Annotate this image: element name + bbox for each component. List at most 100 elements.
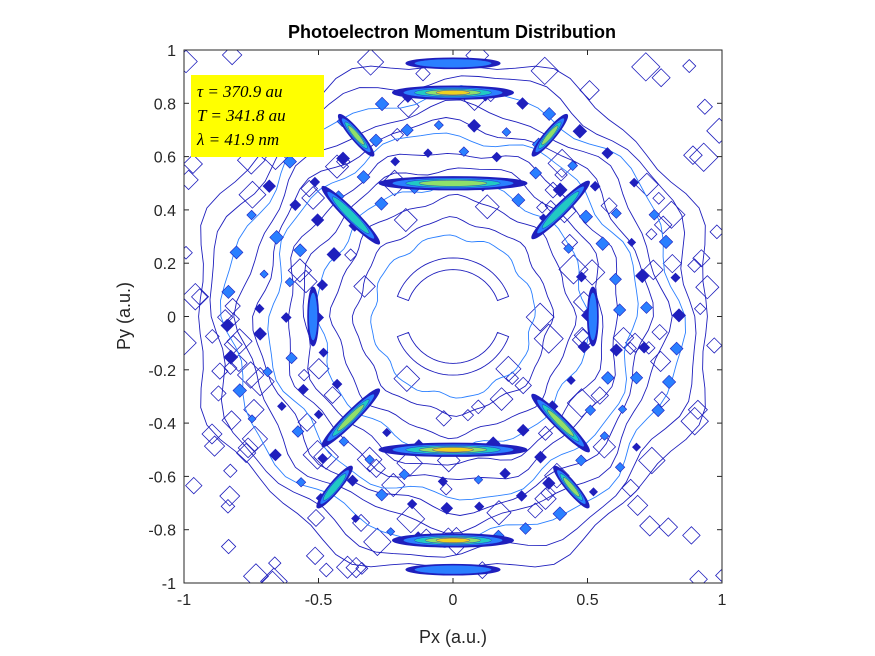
contour-peak	[515, 490, 528, 502]
contour-peak	[269, 230, 284, 245]
contour-peak	[651, 403, 665, 418]
contour-peak	[229, 245, 244, 260]
contour-peak	[578, 209, 594, 224]
contour-peak	[516, 97, 529, 110]
contour-peak	[629, 177, 640, 188]
contour-cell	[260, 570, 285, 583]
y-tick-label: 1	[167, 43, 176, 60]
contour-peak	[632, 442, 641, 452]
intensity-lobe	[405, 563, 501, 576]
chart-title: Photoelectron Momentum Distribution	[288, 22, 616, 42]
contour-cell	[651, 68, 671, 88]
contour-peak	[221, 284, 236, 299]
contour-peak	[351, 514, 361, 523]
contour-cell	[461, 409, 475, 422]
contour-cell	[220, 538, 237, 555]
contour-cell	[658, 517, 679, 537]
contour-peak	[572, 124, 588, 139]
contour-cell	[301, 186, 326, 210]
contour-peak	[386, 527, 396, 537]
y-tick-label: -1	[162, 576, 176, 593]
contour-cell	[662, 253, 683, 274]
contour-peak	[601, 371, 615, 385]
contour-peak	[638, 341, 651, 354]
contour-cell	[486, 500, 512, 526]
x-tick-label: -0.5	[305, 592, 333, 609]
annotation-box: τ = 370.9 au T = 341.8 au λ = 41.9 nm	[191, 75, 324, 157]
contour-peak	[640, 301, 653, 314]
contour-cell	[566, 388, 597, 418]
contour-peak	[588, 487, 598, 497]
contour-peak	[519, 522, 532, 535]
contour-peak	[473, 475, 484, 485]
contour-ring	[267, 132, 639, 501]
contour-cell	[554, 168, 568, 182]
contour-cell	[631, 52, 661, 82]
contour-peak	[338, 436, 350, 447]
contour-cell	[210, 385, 227, 402]
contour-peak	[614, 462, 626, 473]
contour-cell	[227, 313, 241, 326]
contour-cell	[287, 258, 313, 283]
contour-cell	[184, 169, 199, 191]
contour-peak	[575, 454, 587, 467]
contour-peak	[613, 303, 627, 317]
contour-cell	[558, 254, 589, 285]
contour-peak	[529, 166, 543, 180]
contour-cell	[696, 98, 713, 115]
intensity-lobe	[337, 113, 375, 157]
contour-cell	[706, 337, 722, 354]
contour-cell	[715, 569, 722, 582]
contour-cell	[693, 302, 707, 316]
contour-cell	[709, 224, 722, 240]
intensity-level	[418, 179, 488, 187]
contour-cell	[224, 297, 241, 315]
contour-cell	[470, 399, 486, 415]
contour-cell	[514, 376, 532, 395]
x-tick-label: -1	[177, 592, 191, 609]
contour-peak	[313, 409, 324, 420]
contour-cell	[536, 201, 549, 214]
contour-peak	[269, 448, 282, 462]
annotation-background	[191, 75, 324, 157]
contour-cell	[363, 527, 392, 557]
contour-peak	[295, 477, 307, 488]
contour-peak	[566, 375, 576, 385]
contour-peak	[253, 327, 267, 341]
contour-peak	[259, 269, 269, 279]
inner-crescent	[396, 331, 510, 376]
contour-peak	[369, 133, 383, 148]
contour-peak	[423, 148, 433, 158]
intensity-level	[414, 565, 492, 575]
contour-ring	[198, 64, 708, 569]
contour-cell	[682, 58, 697, 74]
contour-peak	[289, 199, 302, 211]
contour-cell	[651, 323, 668, 341]
contour-peak	[310, 213, 325, 227]
contour-cell	[547, 148, 577, 178]
contour-peak	[658, 234, 674, 250]
contour-cell	[638, 446, 666, 475]
annotation-tau: τ = 370.9 au	[197, 82, 283, 101]
contour-ring	[233, 99, 673, 534]
contour-peak	[223, 349, 239, 365]
contour-cell	[600, 197, 618, 215]
x-axis-label: Px (a.u.)	[419, 627, 487, 647]
contour-peak	[670, 272, 681, 283]
contour-cell	[435, 410, 453, 427]
x-tick-label: 0.5	[576, 592, 598, 609]
y-tick-label: -0.4	[148, 416, 176, 433]
contour-cell	[592, 435, 617, 459]
contour-peak	[277, 401, 287, 411]
intensity-level	[323, 473, 347, 501]
contour-peak	[499, 467, 511, 480]
intensity-lobe	[553, 465, 590, 509]
y-tick-label: -0.8	[148, 523, 176, 540]
contour-cell	[505, 371, 520, 385]
contour-ring	[302, 167, 604, 466]
contour-ring	[329, 193, 577, 440]
intensity-lobe	[316, 465, 353, 509]
contour-ring	[252, 117, 654, 516]
contour-cell	[393, 208, 418, 233]
contour-peak	[542, 107, 557, 121]
